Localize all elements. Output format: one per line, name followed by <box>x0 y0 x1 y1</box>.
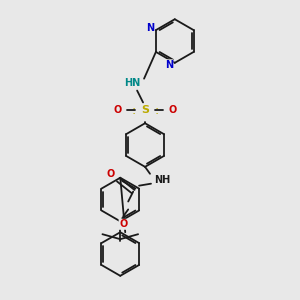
Text: O: O <box>169 105 177 116</box>
Text: :: : <box>131 104 135 117</box>
Text: S: S <box>141 105 149 116</box>
Text: O: O <box>106 169 115 179</box>
Text: N: N <box>146 23 154 33</box>
Text: O: O <box>119 219 128 229</box>
Text: N: N <box>165 60 173 70</box>
Text: NH: NH <box>154 175 170 185</box>
Text: HN: HN <box>124 78 140 88</box>
Text: :: : <box>155 104 159 117</box>
Text: O: O <box>113 105 122 116</box>
